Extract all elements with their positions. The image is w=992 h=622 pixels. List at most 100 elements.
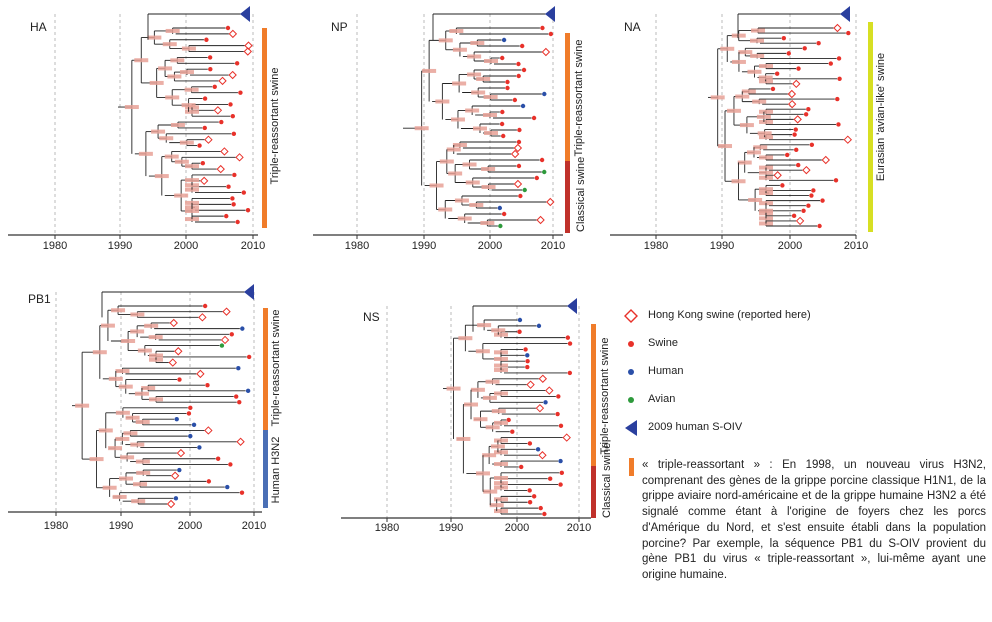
swine-tip [542,511,547,517]
node-interval-bar [98,428,113,433]
node-interval-bar [739,123,754,128]
node-interval-bar [119,476,134,481]
node-interval-bar [185,109,199,114]
swine-tip [232,172,237,178]
hk-swine-tip [510,149,520,159]
swine-tip [796,162,801,168]
swine-tip [835,96,840,102]
panel-label-pb1: PB1 [28,292,51,306]
node-interval-bar [483,95,498,99]
node-interval-bar [494,356,508,361]
swine-tip [501,211,507,217]
legend-label: Swine [648,337,678,349]
node-interval-bar [115,410,130,415]
node-interval-bar [726,108,741,113]
node-interval-bar [473,417,488,422]
node-interval-bar [750,38,765,43]
node-interval-bar [170,123,185,127]
swine-tip [235,219,240,225]
lineage-label-human-h3n2: Human H3N2 [270,436,282,504]
swine-tip [836,122,841,127]
hk-swine-tip [176,448,186,458]
node-interval-bar [494,332,508,337]
swine-tip [828,61,833,66]
swine-tip [565,335,571,340]
node-interval-bar [450,117,465,122]
node-interval-bar [759,109,773,114]
node-interval-bar [179,70,194,75]
hk-swine-tip [793,115,802,124]
node-interval-bar [470,41,485,45]
swine-tip [534,175,540,181]
node-interval-bar [483,489,498,494]
hk-swine-tip [236,437,245,446]
node-interval-bar [485,425,500,430]
node-interval-bar [757,131,772,136]
swine-tip [809,142,815,147]
swine-tip [527,500,533,505]
tick-1990: 1990 [438,522,464,534]
node-interval-bar [141,386,156,391]
swine-tip [816,41,821,46]
node-interval-bar [718,144,733,149]
swine-tip [517,329,522,334]
swine-tip [806,107,811,112]
phylo-tree [72,284,254,509]
tick-2010: 2010 [240,240,266,252]
hk-swine-tip [218,76,227,86]
hk-swine-tip [213,106,223,115]
node-interval-bar [414,126,429,131]
phylo-panel-pb1: PB1 1980 1990 2000 2010 Triple-reassorta… [0,282,300,542]
human-tip [558,458,563,464]
node-interval-bar [102,485,117,490]
tick-2010: 2010 [843,240,869,252]
swine-tip [803,112,809,117]
panel-label-na: NA [624,20,641,34]
node-interval-bar [494,497,508,502]
swine-tip [206,479,212,484]
swine-tip [523,347,528,352]
node-interval-bar [491,328,506,333]
node-interval-bar [165,95,180,100]
node-interval-bar [449,29,464,33]
node-interval-bar [149,353,163,358]
human-tip [517,317,523,323]
swine-tip [531,115,537,121]
lineage-label-triple-reassortant: Triple-reassortant swine [270,309,282,427]
swine-tip [224,213,229,219]
soiv-triangle [840,6,850,22]
node-interval-bar [181,103,196,108]
human-tip [535,447,541,452]
node-interval-bar [170,58,185,63]
swine-tip [531,494,537,499]
human-tip [245,388,251,394]
swine-tip [177,377,182,382]
swine-tip [516,61,521,67]
node-interval-bar [759,135,773,140]
node-interval-bar [467,54,482,59]
swine-tip [780,183,785,188]
hk-swine-tip [228,70,237,80]
node-interval-bar [185,178,199,183]
node-interval-bar [494,420,508,425]
node-interval-bar [472,126,487,131]
swine-tip [202,96,208,101]
human-tip [191,422,197,427]
swine-tip [547,476,553,481]
phylo-tree [708,6,853,229]
tick-2000: 2000 [477,240,503,252]
swine-tip [525,358,530,364]
node-interval-bar [181,46,196,51]
triangle-icon [625,420,637,436]
swine-tip [817,223,822,229]
swine-tip [558,482,563,487]
swine-tip [539,157,545,163]
human-tip [525,353,530,358]
node-interval-bar [477,323,492,328]
node-interval-bar [148,335,163,340]
swine-tip [567,370,573,376]
swine-tip [219,119,224,125]
node-interval-bar [457,216,472,221]
node-interval-bar [489,503,504,508]
node-interval-bar [75,403,90,408]
